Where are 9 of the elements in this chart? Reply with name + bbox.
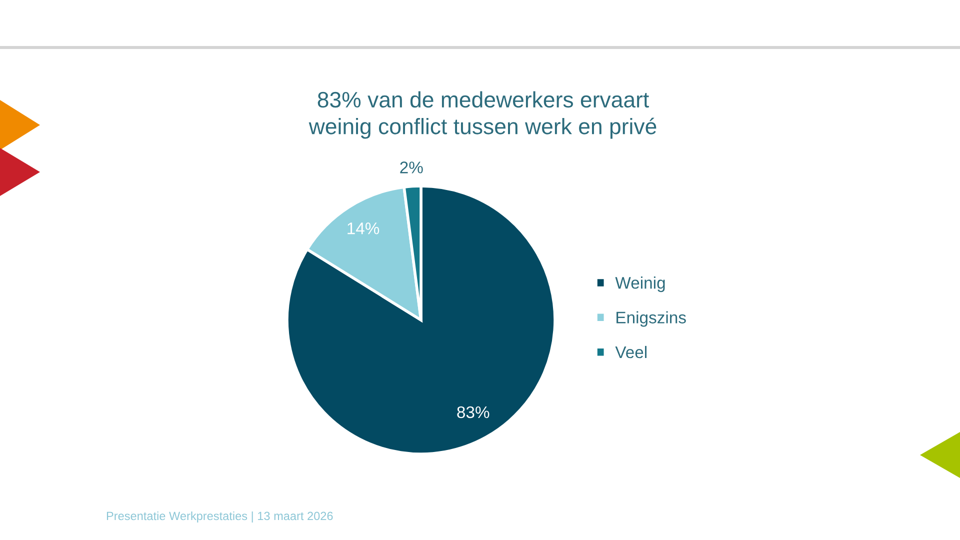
data-label: 83%	[457, 406, 490, 418]
data-label: 14%	[348, 222, 380, 234]
text: Presentatie Werkprestaties | 13 maart 2026	[106, 511, 333, 523]
pie-slice	[286, 184, 556, 456]
legend-label: Veel	[615, 346, 646, 358]
legend-label: Enigszins	[616, 311, 686, 327]
legend-label: Weinig	[615, 276, 665, 292]
chart-title: 83% van de medewerkers ervaart weinig conflict tussen werk en privé	[308, 91, 656, 139]
data-label: 2%	[400, 162, 423, 174]
